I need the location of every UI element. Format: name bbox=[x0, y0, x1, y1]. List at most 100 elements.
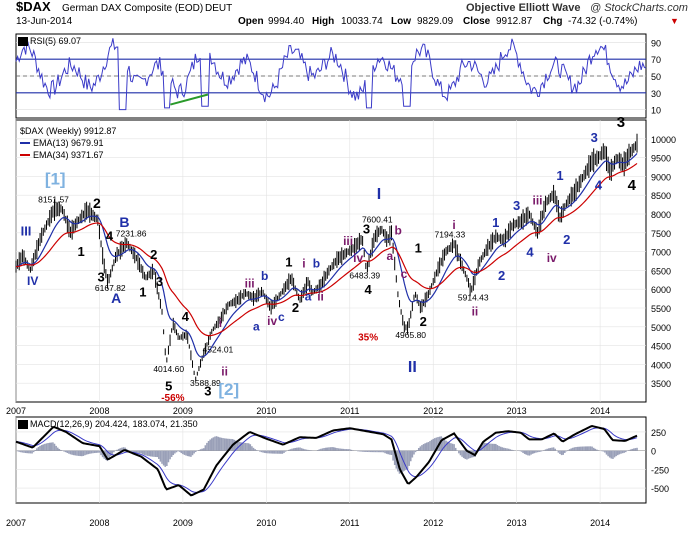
wave-label: 2 bbox=[563, 232, 570, 247]
symbol-label: $DAX bbox=[16, 0, 51, 14]
macd-title: MACD(12,26,9) 204.424, 183.074, 21.350 bbox=[30, 419, 198, 429]
macd-x-tick-label: 2008 bbox=[89, 518, 109, 528]
wave-label: iii bbox=[533, 194, 543, 208]
wave-label: 4 bbox=[182, 309, 190, 324]
wave-label: 35% bbox=[358, 333, 378, 344]
wave-label: 3 bbox=[513, 198, 520, 213]
wave-label: c bbox=[278, 310, 285, 324]
price-x-tick-label: 2008 bbox=[89, 406, 109, 416]
macd-x-tick-label: 2011 bbox=[340, 518, 359, 528]
wave-label: 2 bbox=[93, 195, 101, 211]
price-frame bbox=[15, 119, 647, 403]
wave-label: a bbox=[305, 289, 312, 303]
close-label: Close bbox=[463, 16, 491, 27]
wave-label: 3 bbox=[97, 270, 104, 285]
wave-label: 4 bbox=[526, 244, 534, 259]
wave-label: IV bbox=[27, 274, 38, 288]
price-value-label: 7600.41 bbox=[362, 214, 393, 224]
wave-label: 1 bbox=[285, 255, 292, 270]
close-value: 9912.87 bbox=[496, 16, 533, 27]
price-x-tick-label: 2012 bbox=[423, 406, 443, 416]
wave-label: I bbox=[377, 186, 381, 203]
high-label: High bbox=[312, 16, 334, 27]
price-tick-label: 9500 bbox=[651, 154, 671, 164]
price-x-tick-label: 2014 bbox=[590, 406, 610, 416]
price-value-label: 7231.86 bbox=[116, 229, 147, 239]
price-value-label: 8151.57 bbox=[38, 194, 69, 204]
wave-label: [1] bbox=[45, 170, 66, 189]
wave-label: iii bbox=[245, 276, 255, 290]
price-tick-label: 5500 bbox=[651, 304, 671, 314]
price-value-label: 6483.39 bbox=[349, 271, 380, 281]
ema13-legend-label: EMA(13) 9679.91 bbox=[33, 138, 104, 148]
wave-label: 1 bbox=[139, 285, 146, 300]
wave-label: 5 bbox=[165, 379, 172, 394]
wave-label: i bbox=[452, 218, 455, 232]
wave-label: b bbox=[313, 256, 320, 270]
price-tick-label: 7000 bbox=[651, 248, 671, 258]
macd-tick-label: 250 bbox=[651, 428, 666, 438]
price-x-tick-label: 2011 bbox=[340, 406, 359, 416]
ema34-legend-label: EMA(34) 9371.67 bbox=[33, 150, 104, 160]
wave-label: 1 bbox=[415, 240, 422, 255]
wave-label: 4 bbox=[628, 177, 637, 194]
wave-label: iv bbox=[353, 251, 363, 265]
price-value-label: 3588.89 bbox=[190, 378, 221, 388]
macd-x-tick-label: 2013 bbox=[507, 518, 527, 528]
macd-x-tick-label: 2009 bbox=[173, 518, 193, 528]
price-tick-label: 6000 bbox=[651, 285, 671, 295]
macd-frame bbox=[15, 416, 647, 504]
rsi-tick-label: 90 bbox=[651, 38, 661, 48]
macd-signal-line bbox=[15, 427, 638, 493]
wave-label: III bbox=[21, 223, 32, 238]
wave-label: b bbox=[261, 269, 268, 283]
wave-label: 2 bbox=[420, 314, 427, 329]
wave-label: ii bbox=[472, 305, 479, 319]
price-tick-label: 7500 bbox=[651, 229, 671, 239]
wave-label: i bbox=[302, 256, 305, 270]
date-label: 13-Jun-2014 bbox=[16, 16, 73, 27]
wave-label: i bbox=[219, 316, 222, 330]
price-x-axis: 2007 2008 2009 2010 2011 2012 2013 2014 bbox=[6, 406, 610, 416]
price-tick-label: 8000 bbox=[651, 210, 671, 220]
wave-label: iii bbox=[343, 234, 353, 248]
low-label: Low bbox=[391, 16, 411, 27]
rsi-tick-label: 10 bbox=[651, 106, 661, 116]
wave-label: 4 bbox=[365, 282, 373, 297]
ema34-line bbox=[15, 162, 638, 337]
rsi-tick-label: 70 bbox=[651, 55, 661, 65]
low-value: 9829.09 bbox=[417, 16, 454, 27]
open-label: Open bbox=[238, 16, 264, 27]
wave-label: 4 bbox=[595, 178, 603, 193]
wave-label: 2 bbox=[498, 268, 505, 283]
macd-x-axis: 2007 2008 2009 2010 2011 2012 2013 2014 bbox=[6, 518, 610, 528]
macd-x-tick-label: 2007 bbox=[6, 518, 26, 528]
price-tick-label: 8500 bbox=[651, 191, 671, 201]
chg-value: -74.32 (-0.74%) bbox=[568, 16, 637, 27]
price-tick-label: 9000 bbox=[651, 172, 671, 182]
price-value-label: 4965.80 bbox=[395, 330, 426, 340]
rsi-panel: 90 70 50 30 10 RSI(5) 69.07 bbox=[15, 33, 661, 119]
wave-label: -56% bbox=[161, 393, 184, 404]
wave-label: 1 bbox=[77, 244, 84, 259]
macd-panel: 250 0 -250 -500 MACD(12,26,9) 204.424, 183.0… bbox=[15, 416, 669, 504]
macd-tick-label: -500 bbox=[651, 484, 669, 494]
wave-label: II bbox=[408, 359, 417, 376]
wave-label: ii bbox=[317, 289, 324, 303]
wave-label: B bbox=[119, 214, 129, 230]
price-tick-label: 4000 bbox=[651, 360, 671, 370]
open-value: 9994.40 bbox=[268, 16, 305, 27]
wave-label: 2 bbox=[150, 247, 157, 262]
rsi-tick-label: 50 bbox=[651, 72, 661, 82]
price-value-label: 5914.43 bbox=[458, 292, 489, 302]
macd-legend-icon bbox=[18, 420, 28, 429]
price-tick-label: 4500 bbox=[651, 342, 671, 352]
rsi-legend-icon bbox=[18, 37, 28, 46]
chg-down-icon: ▼ bbox=[670, 16, 679, 26]
wave-label: 3 bbox=[363, 222, 370, 237]
price-x-tick-label: 2007 bbox=[6, 406, 26, 416]
macd-x-tick-label: 2012 bbox=[423, 518, 443, 528]
wave-label: iv bbox=[267, 314, 277, 328]
